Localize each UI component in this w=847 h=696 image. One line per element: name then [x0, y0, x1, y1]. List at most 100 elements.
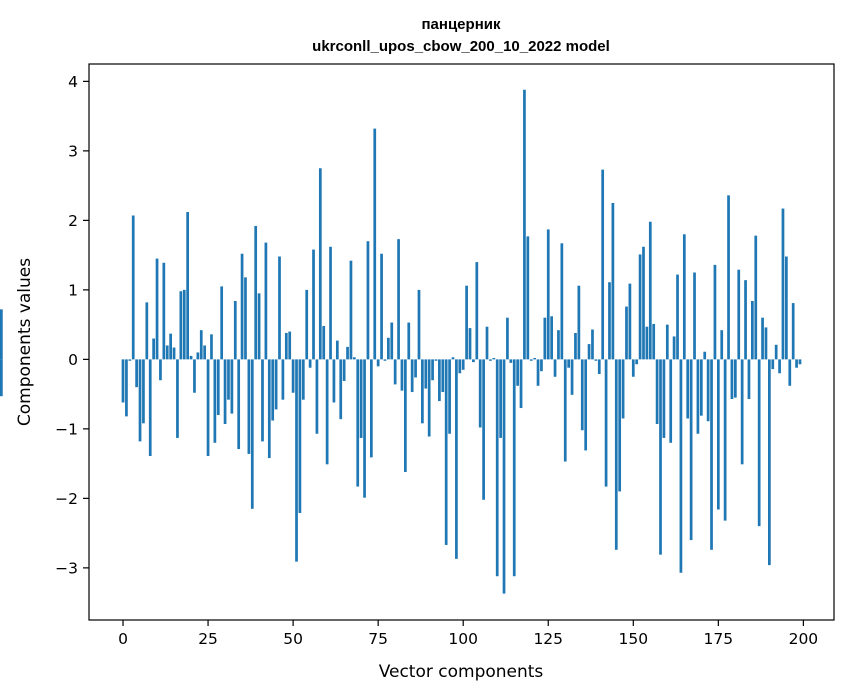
- bar: [563, 359, 567, 462]
- bar: [220, 286, 224, 360]
- bar: [410, 359, 414, 393]
- bar: [733, 359, 737, 398]
- y-tick-label: −3: [55, 559, 78, 577]
- bar: [557, 330, 560, 360]
- bar: [621, 359, 625, 419]
- bar: [186, 212, 190, 360]
- bar: [373, 128, 377, 360]
- bar: [233, 301, 237, 360]
- bar: [414, 359, 417, 378]
- bar: [213, 359, 217, 443]
- bar: [369, 359, 373, 458]
- bar: [475, 262, 479, 360]
- bar: [380, 253, 383, 360]
- bar: [587, 344, 591, 360]
- bar: [574, 332, 577, 360]
- bar: [730, 359, 734, 399]
- bar: [165, 345, 169, 360]
- bar: [155, 258, 159, 360]
- bar: [206, 359, 210, 456]
- bar: [485, 326, 489, 360]
- bar: [145, 302, 149, 360]
- bar: [611, 203, 615, 360]
- plot-frame: [88, 63, 835, 621]
- bar: [560, 243, 564, 360]
- bar: [682, 234, 686, 360]
- bar: [785, 256, 788, 360]
- bar: [642, 246, 645, 360]
- bar: [706, 359, 710, 422]
- bar: [584, 359, 588, 451]
- bar: [434, 359, 438, 361]
- bar: [665, 324, 669, 360]
- bar: [628, 283, 632, 360]
- bar: [363, 359, 366, 498]
- bar: [672, 336, 676, 360]
- bar: [778, 359, 781, 374]
- bar: [244, 277, 247, 360]
- bar: [648, 221, 652, 360]
- bar: [230, 359, 234, 414]
- bar: [638, 254, 642, 360]
- bar: [325, 359, 329, 465]
- bar: [438, 359, 441, 402]
- y-tick-label: 1: [68, 281, 78, 299]
- bar: [135, 359, 138, 388]
- bar: [536, 359, 540, 386]
- bar: [788, 359, 792, 386]
- bar: [148, 359, 152, 456]
- bar: [645, 326, 649, 360]
- bar: [288, 331, 292, 360]
- bar: [580, 359, 584, 431]
- bar: [318, 168, 322, 360]
- bar: [461, 359, 465, 370]
- bar: [737, 269, 741, 360]
- bar: [686, 359, 690, 419]
- bar: [308, 359, 312, 368]
- bar: [271, 359, 275, 421]
- bar: [223, 359, 227, 425]
- bar: [196, 352, 200, 360]
- bar: [193, 359, 196, 393]
- bar: [798, 359, 802, 365]
- bar: [203, 345, 207, 360]
- bar: [512, 359, 516, 577]
- bar: [604, 359, 608, 487]
- bar: [676, 274, 679, 360]
- bar: [699, 359, 703, 416]
- x-tick-label: 125: [533, 630, 563, 648]
- bar: [332, 359, 336, 403]
- bar: [339, 359, 343, 420]
- bar: [182, 289, 186, 360]
- bar: [455, 359, 458, 559]
- bar: [427, 359, 431, 437]
- bar: [397, 239, 400, 360]
- bar: [757, 359, 761, 527]
- bar: [577, 285, 581, 360]
- bar: [278, 256, 281, 360]
- bar: [390, 322, 394, 360]
- bar: [393, 359, 397, 385]
- chart-subtitle: ukrconll_upos_cbow_200_10_2022 model: [312, 38, 610, 55]
- bar: [421, 359, 424, 424]
- bar: [591, 329, 594, 360]
- bar: [301, 359, 305, 400]
- bar: [458, 359, 462, 374]
- bar: [631, 359, 635, 377]
- bar: [199, 330, 203, 360]
- bar: [567, 359, 571, 368]
- bar: [662, 359, 666, 438]
- bar: [618, 359, 622, 492]
- x-tick-label: 25: [198, 630, 218, 648]
- bar: [543, 317, 547, 360]
- bar: [237, 359, 241, 450]
- y-tick-label: −1: [55, 420, 78, 438]
- bar: [740, 359, 744, 465]
- bar: [131, 215, 135, 360]
- bar: [570, 359, 574, 395]
- bar: [189, 355, 193, 360]
- bar: [142, 359, 145, 424]
- bar: [210, 334, 213, 360]
- bar: [489, 359, 492, 361]
- bar: [356, 359, 360, 487]
